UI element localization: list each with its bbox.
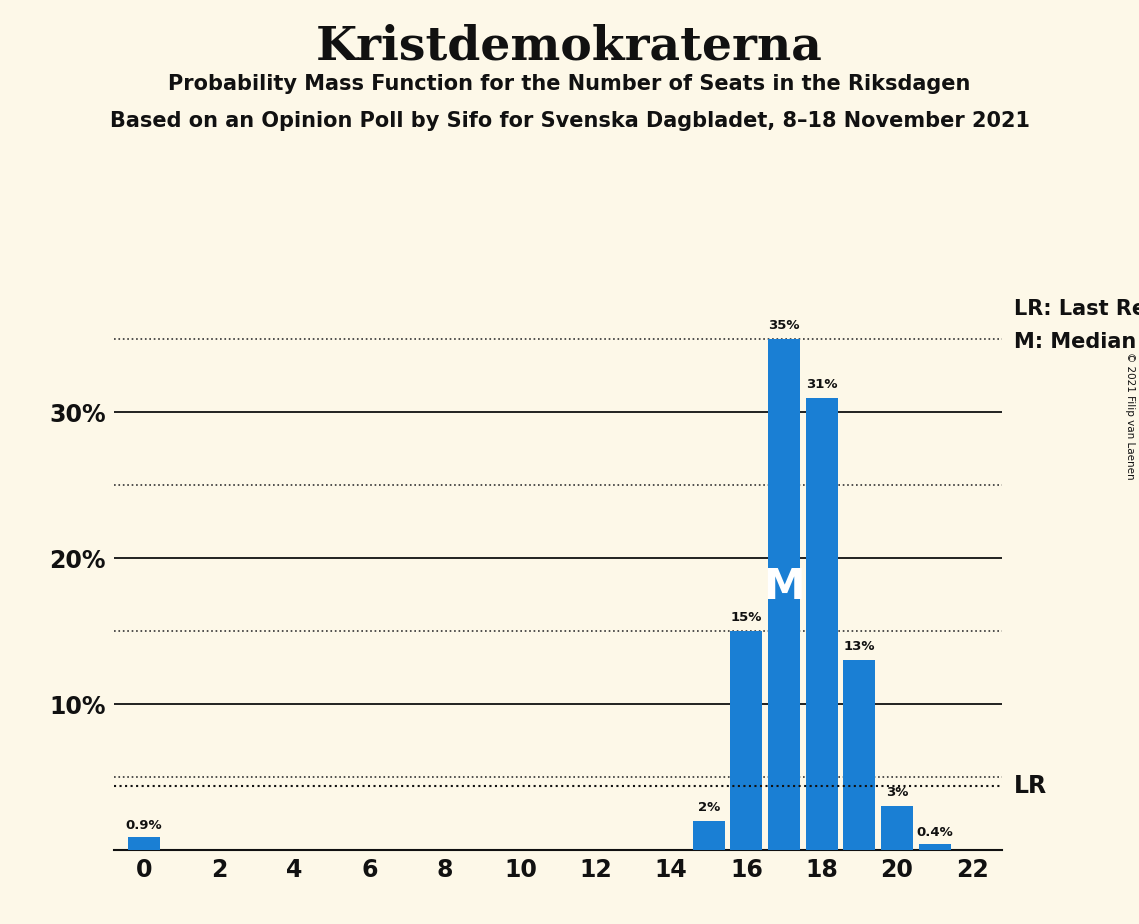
Text: Based on an Opinion Poll by Sifo for Svenska Dagbladet, 8–18 November 2021: Based on an Opinion Poll by Sifo for Sve… (109, 111, 1030, 131)
Text: 15%: 15% (730, 611, 762, 624)
Bar (918, 845, 951, 850)
Bar (730, 631, 762, 850)
Bar (843, 661, 875, 850)
Text: Probability Mass Function for the Number of Seats in the Riksdagen: Probability Mass Function for the Number… (169, 74, 970, 94)
Bar (880, 807, 913, 850)
Text: 2%: 2% (697, 800, 720, 814)
Text: 35%: 35% (768, 319, 800, 332)
Text: 0.9%: 0.9% (125, 819, 163, 832)
Text: LR: LR (1014, 774, 1047, 798)
Bar (128, 837, 159, 850)
Text: 31%: 31% (806, 378, 837, 391)
Text: 0.4%: 0.4% (916, 826, 953, 839)
Text: M: Median: M: Median (1014, 332, 1136, 352)
Text: 3%: 3% (886, 786, 908, 799)
Bar (805, 398, 837, 850)
Text: M: M (763, 566, 805, 609)
Bar (693, 821, 724, 850)
Bar (768, 339, 800, 850)
Text: LR: Last Result: LR: Last Result (1014, 298, 1139, 319)
Text: Kristdemokraterna: Kristdemokraterna (316, 23, 823, 69)
Text: 13%: 13% (844, 640, 875, 653)
Text: © 2021 Filip van Laenen: © 2021 Filip van Laenen (1125, 352, 1134, 480)
